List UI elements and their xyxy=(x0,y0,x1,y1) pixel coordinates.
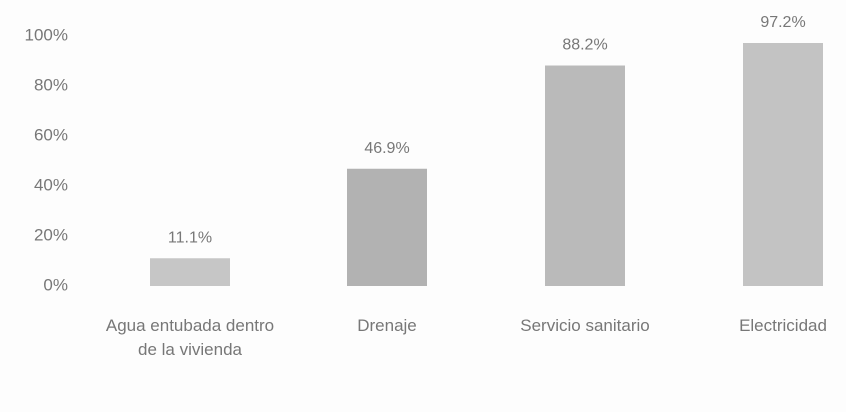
value-label: 46.9% xyxy=(364,140,409,157)
bar xyxy=(545,65,625,286)
y-tick-label: 100% xyxy=(25,25,68,44)
value-label: 97.2% xyxy=(760,14,805,31)
bar xyxy=(150,258,230,286)
x-tick-label: Drenaje xyxy=(357,316,417,335)
bar xyxy=(347,168,427,286)
y-tick-label: 0% xyxy=(43,275,68,294)
x-tick-label: Agua entubada dentro de la vivienda xyxy=(105,316,275,359)
y-tick-label: 40% xyxy=(34,175,68,194)
x-tick-label: Servicio sanitario xyxy=(520,316,650,335)
x-tick-label: Electricidad xyxy=(739,316,827,335)
y-tick-label: 80% xyxy=(34,75,68,94)
value-label: 11.1% xyxy=(168,229,212,246)
bar xyxy=(743,43,823,286)
y-tick-label: 60% xyxy=(34,125,68,144)
y-tick-label: 20% xyxy=(34,225,68,244)
value-label: 88.2% xyxy=(562,37,607,54)
